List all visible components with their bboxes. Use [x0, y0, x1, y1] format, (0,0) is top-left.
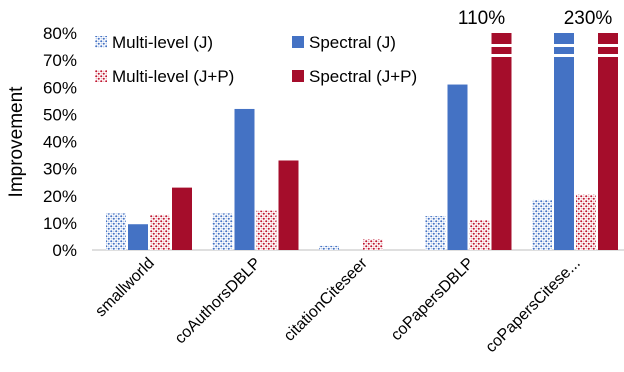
y-tick-label: 80%	[43, 24, 77, 43]
bar-multi-level-j-1	[212, 213, 233, 250]
axis-break-mark	[553, 54, 575, 57]
bar-spectral-j-0	[128, 224, 148, 250]
y-axis-ticks: 0% 10% 20% 30% 40% 50% 60% 70% 80%	[43, 24, 77, 260]
bar-spectral-j-4	[554, 33, 574, 250]
y-tick-label: 40%	[43, 133, 77, 152]
bar-spectral-j-p-0	[172, 187, 192, 250]
legend: Multi-level (J) Spectral (J) Multi-level (…	[95, 33, 417, 86]
bar-multi-level-j-p-4	[576, 194, 596, 250]
y-axis-label: Improvement	[6, 86, 27, 198]
bar-spectral-j-3	[447, 84, 468, 250]
x-tick-label: smallworld	[92, 255, 157, 320]
bar-multi-level-j-p-1	[256, 210, 277, 250]
legend-swatch	[292, 70, 304, 82]
bar-multi-level-j-2	[319, 245, 339, 250]
bar-multi-level-j-p-0	[150, 214, 170, 250]
y-tick-label: 30%	[43, 160, 77, 179]
axis-break-mark	[597, 54, 619, 57]
bars	[106, 33, 619, 250]
bar-spectral-j-p-3	[491, 33, 512, 250]
annotation-label: 110%	[458, 8, 505, 29]
bar-multi-level-j-p-3	[469, 220, 490, 250]
bar-multi-level-j-4	[532, 199, 552, 250]
legend-label: Spectral (J)	[309, 33, 396, 52]
axis-break-mark	[553, 44, 575, 47]
y-tick-label: 20%	[43, 187, 77, 206]
annotation-label: 230%	[564, 8, 613, 29]
legend-label: Spectral (J+P)	[309, 67, 417, 86]
y-tick-label: 10%	[43, 214, 77, 233]
x-tick-label: coPapersCitese...	[483, 255, 584, 356]
y-tick-label: 60%	[43, 78, 77, 97]
bar-multi-level-j-p-2	[363, 239, 383, 250]
x-axis-ticks: smallworld coAuthorsDBLP citationCiteseer c…	[92, 254, 583, 356]
x-tick-label: coPapersDBLP	[388, 255, 477, 344]
legend-swatch	[95, 70, 107, 82]
bar-multi-level-j-0	[106, 213, 126, 250]
x-tick-label: coAuthorsDBLP	[172, 255, 265, 348]
bar-spectral-j-1	[234, 108, 255, 250]
axis-break-mark	[597, 44, 619, 47]
y-tick-label: 50%	[43, 105, 77, 124]
bar-spectral-j-p-1	[278, 160, 299, 250]
y-tick-label: 0%	[52, 241, 77, 260]
bar-multi-level-j-3	[425, 216, 446, 250]
y-tick-label: 70%	[43, 51, 77, 70]
legend-label: Multi-level (J)	[112, 33, 213, 52]
x-tick-label: citationCiteseer	[281, 254, 371, 344]
legend-swatch	[95, 36, 107, 48]
axis-break-mark	[490, 44, 513, 47]
bar-spectral-j-p-4	[598, 33, 618, 250]
axis-break-mark	[490, 54, 513, 57]
annotations: 110% 230%	[458, 8, 612, 29]
legend-label: Multi-level (J+P)	[112, 67, 234, 86]
legend-swatch	[292, 36, 304, 48]
